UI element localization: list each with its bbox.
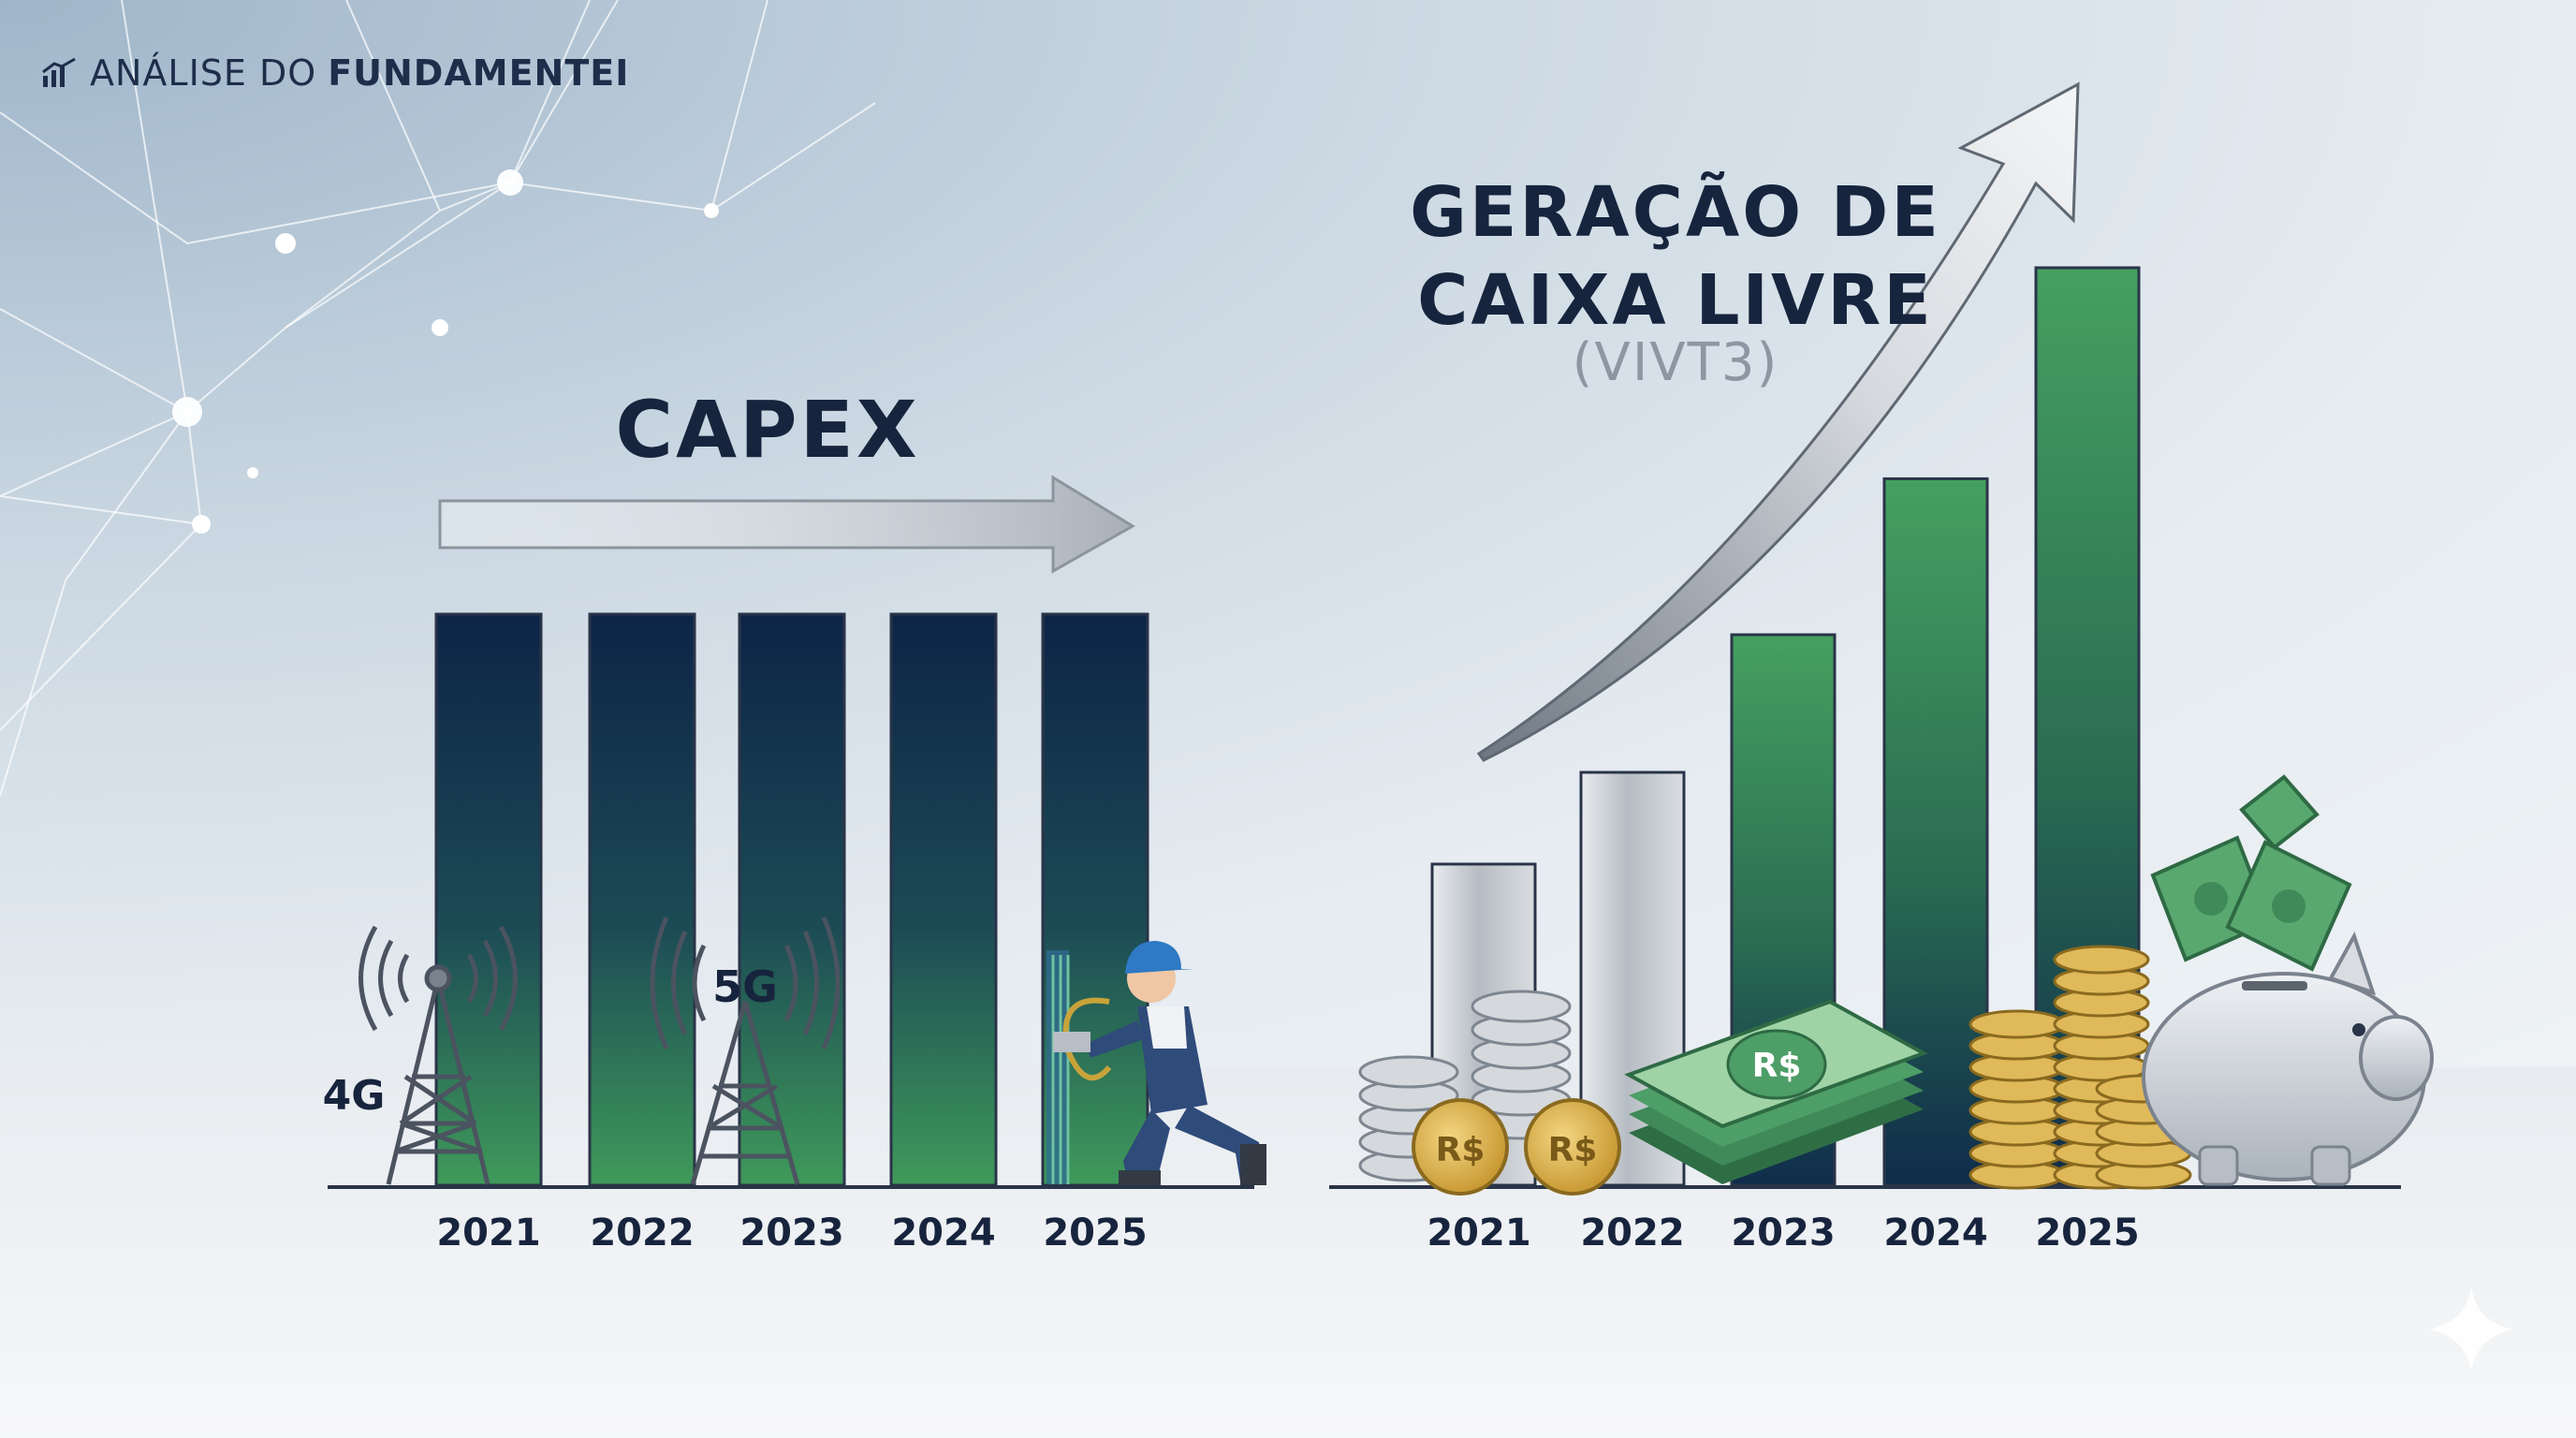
capex-bar [1041,612,1149,1187]
fcf-x-ticks: 2021 2022 2023 2024 2025 [1427,1211,2139,1255]
capex-tick: 2024 [891,1211,995,1255]
piggy-bank-icon [2142,932,2434,1186]
capex-tick: 2023 [739,1211,843,1255]
flying-banknotes-icon [2150,774,2352,972]
tower-5g-label: 5G [712,961,778,1012]
sparkle-icon [2429,1287,2513,1372]
tower-5g-icon [650,917,841,1185]
coin-real-label: R$ [1436,1131,1486,1169]
chart-logo-icon [42,57,76,87]
capex-bar [434,612,543,1187]
capex-bar [588,612,696,1187]
tower-4g-label: 4G [323,1072,386,1120]
capex-tick: 2022 [590,1211,694,1255]
capex-trend-arrow [438,475,1135,574]
capex-bars [434,612,1149,1187]
fcf-tick: 2021 [1427,1211,1530,1255]
capex-x-ticks: 2021 2022 2023 2024 2025 [436,1211,1147,1255]
fcf-tick: 2022 [1580,1211,1684,1255]
coin-real-icon: R$ [1412,1098,1509,1196]
capex-bar [738,612,846,1187]
brand-prefix: ANÁLISE DO [90,52,317,94]
background-panel [0,0,2576,1067]
brand-name: FUNDAMENTEI [328,52,630,94]
fcf-trend-arrow [1476,81,2080,762]
brand-header: ANÁLISE DO FUNDAMENTEI [41,51,629,95]
capex-bar [889,612,998,1187]
fcf-chart-subtitle: (VIVT3) [1572,332,1779,393]
capex-tick: 2021 [436,1211,540,1255]
fcf-tick: 2023 [1731,1211,1835,1255]
coin-real-icon: R$ [1524,1098,1621,1196]
banknote-stack-icon: R$ [1624,999,1928,1184]
capex-tick: 2025 [1043,1211,1147,1255]
banknote-label: R$ [1752,1047,1802,1085]
technician-icon [1046,941,1266,1185]
fcf-tick: 2024 [1883,1211,1987,1255]
fcf-tick: 2025 [2035,1211,2139,1255]
fcf-chart-title: GERAÇÃO DE CAIXA LIVRE [1410,172,1941,341]
coin-real-label: R$ [1548,1131,1598,1169]
capex-chart-title: CAPEX [615,384,920,476]
tower-4g-icon [359,925,518,1185]
network-nodes [172,169,719,534]
